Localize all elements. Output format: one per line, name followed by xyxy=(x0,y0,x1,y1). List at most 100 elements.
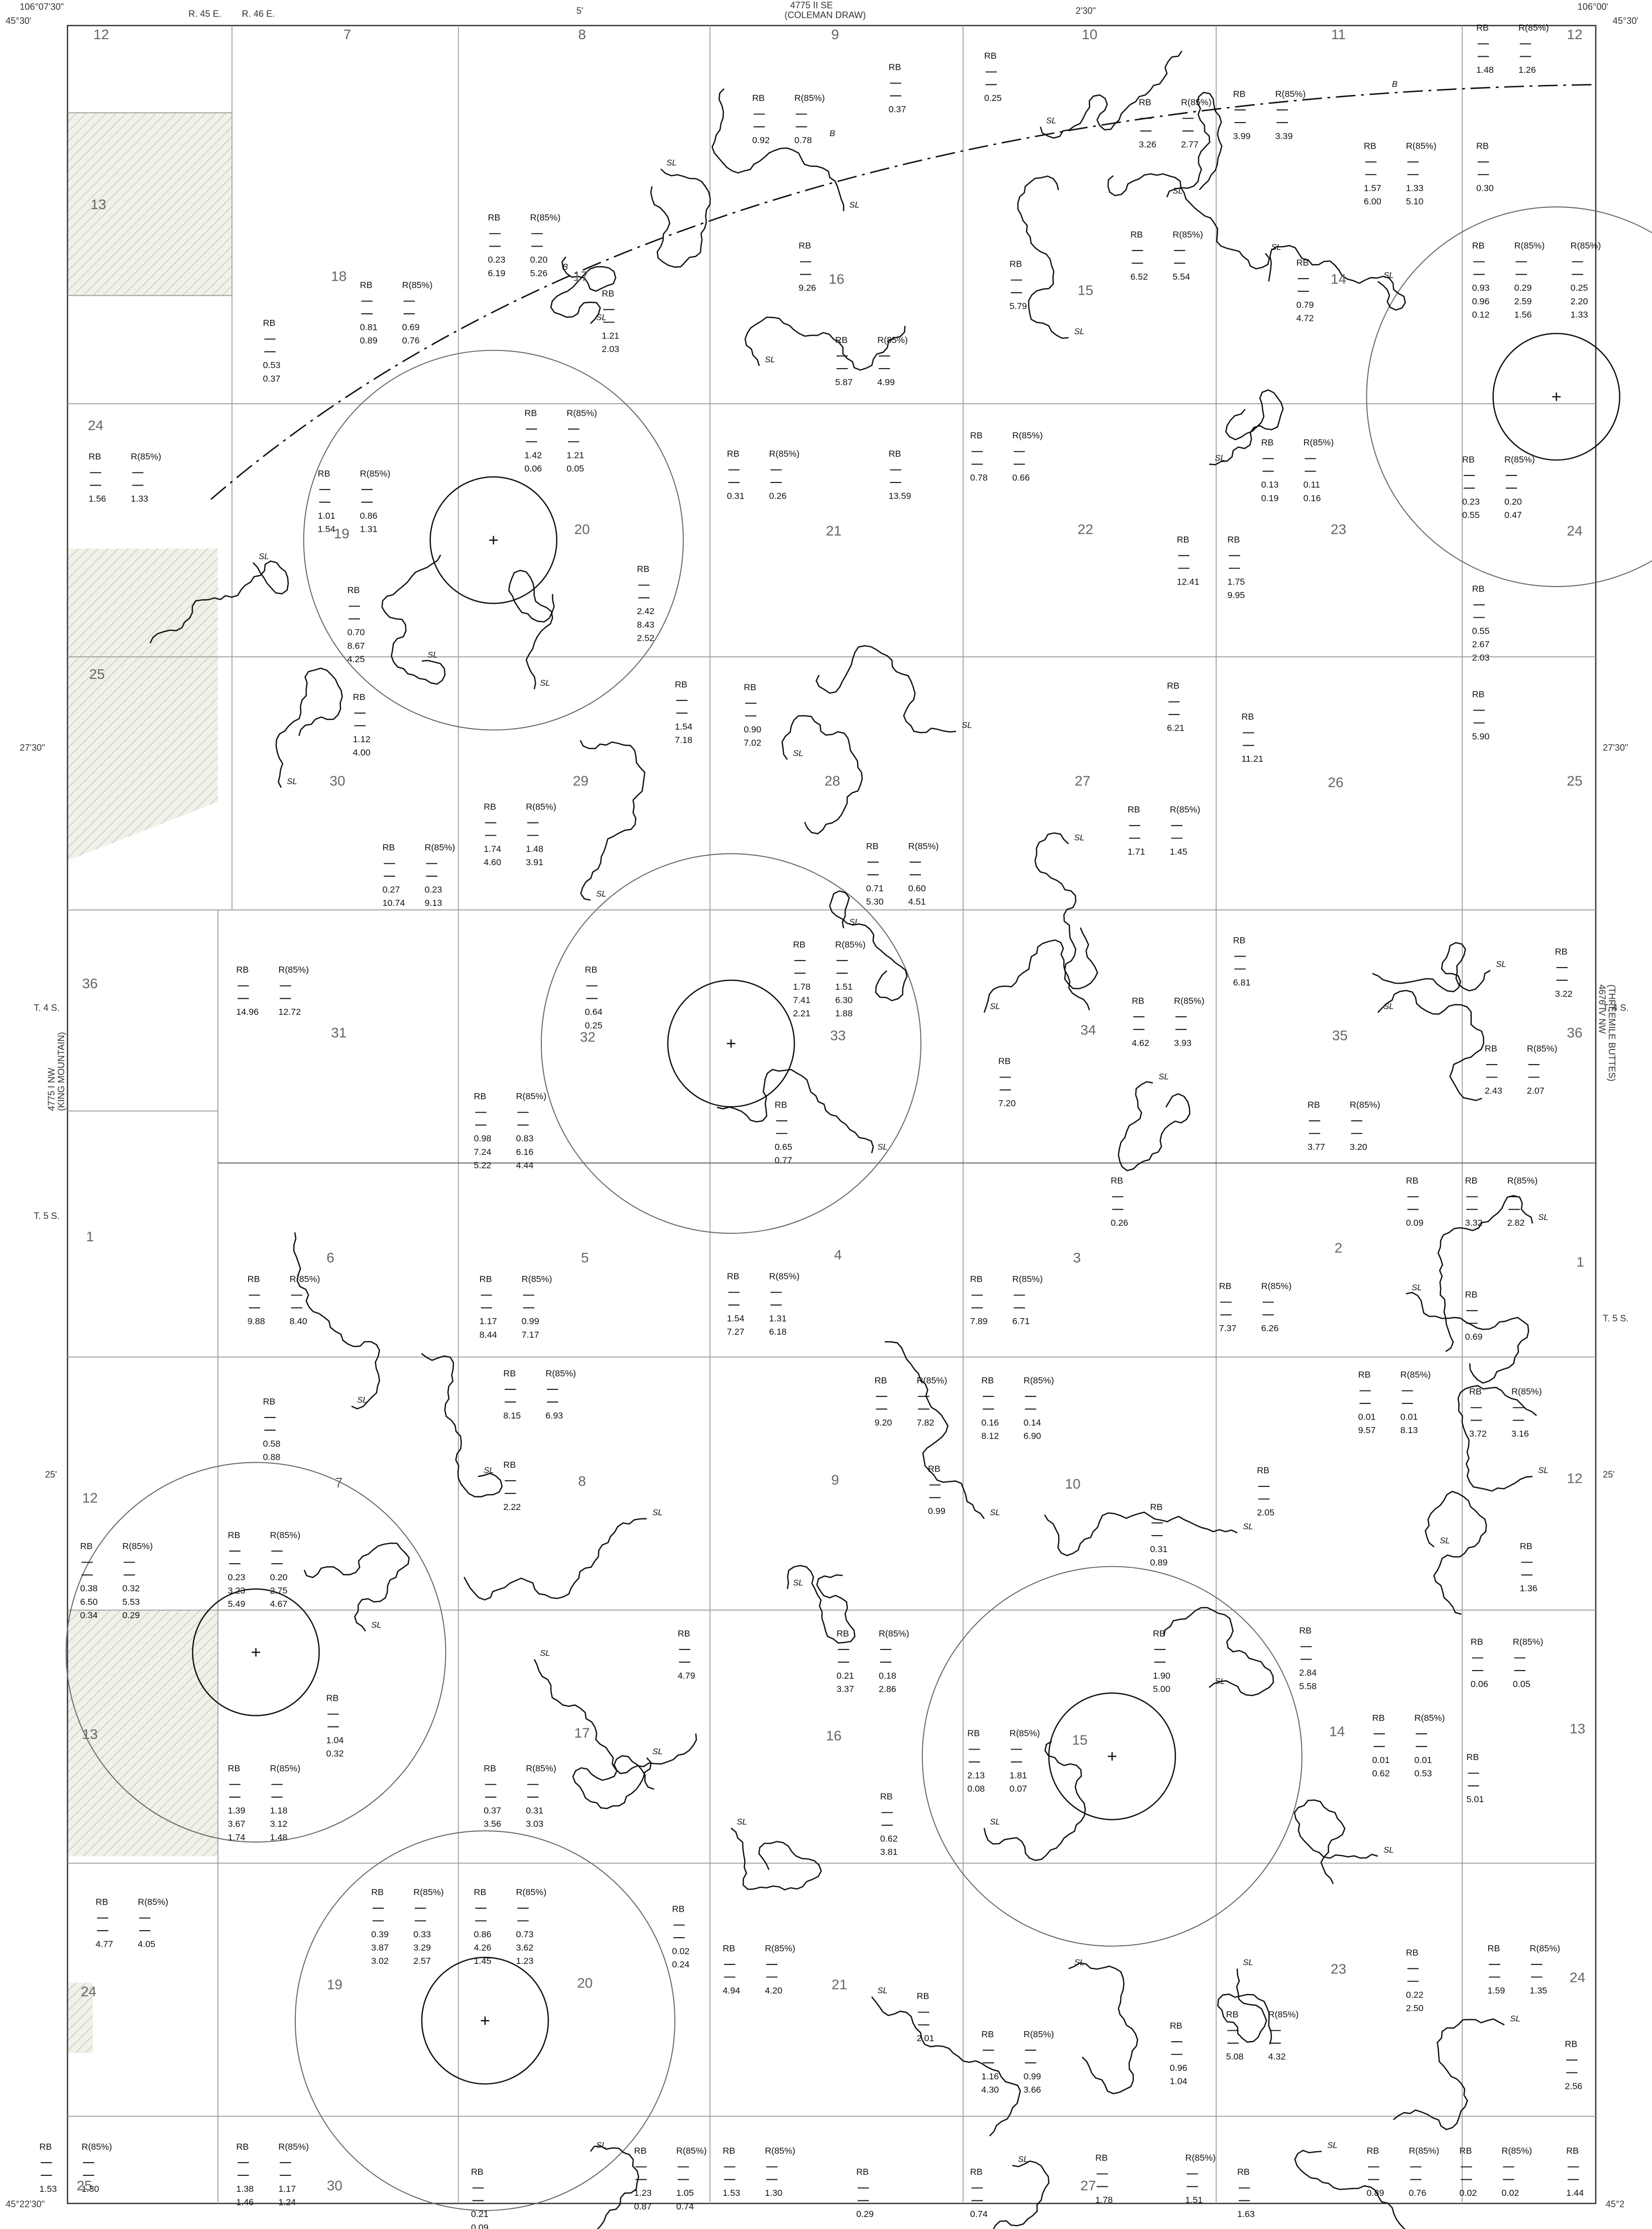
value: 0.99 xyxy=(522,1316,539,1326)
value: 0.18 xyxy=(879,1671,896,1681)
value-block: RB 0.53 0.37 xyxy=(263,318,281,384)
scarp-symbol: SL xyxy=(1172,186,1183,196)
boundary-symbol: B xyxy=(830,129,835,138)
value: 0.09 xyxy=(471,2222,489,2229)
section-number: 2 xyxy=(1335,1240,1343,1255)
value-block: RB 0.06 R(85%) 0.05 xyxy=(1471,1637,1544,1689)
scarp-symbol: SL xyxy=(1510,2014,1520,2024)
section-number: 10 xyxy=(1082,27,1097,42)
value: 7.82 xyxy=(917,1418,934,1428)
margin-label: T. 4 S. xyxy=(34,1003,60,1013)
scarp-line xyxy=(786,1565,856,1644)
value: 3.12 xyxy=(270,1819,288,1829)
scarp-line xyxy=(1372,942,1491,993)
value-block: RB 1.21 2.03 xyxy=(602,288,619,354)
margin-label: 4775 I NW xyxy=(46,1068,56,1111)
column-header: RB xyxy=(228,1530,241,1540)
scarp-symbol: SL xyxy=(1383,1845,1394,1855)
value: 5.01 xyxy=(1466,1794,1484,1804)
column-header: R(85%) xyxy=(522,1274,552,1284)
section-number: 1 xyxy=(1576,1254,1584,1269)
section-number: 28 xyxy=(824,773,840,789)
value: 1.44 xyxy=(1566,2188,1584,2198)
value: 5.22 xyxy=(474,1160,492,1170)
value-block: RB 1.90 5.00 xyxy=(1153,1628,1170,1694)
column-header: R(85%) xyxy=(1009,1728,1040,1738)
section-number: 32 xyxy=(580,1029,596,1044)
scarp-line xyxy=(1044,1511,1238,1557)
column-header: RB xyxy=(752,93,765,103)
value-block: RB 1.16 4.30 R(85%) 0.99 3.66 xyxy=(981,2029,1054,2095)
margin-label: 25' xyxy=(45,1470,57,1480)
section-number: 19 xyxy=(327,1976,342,1992)
column-header: R(85%) xyxy=(1511,1386,1542,1396)
scarp-line xyxy=(993,2160,1050,2229)
column-header: RB xyxy=(1566,2146,1579,2156)
column-header: RB xyxy=(1459,2146,1472,2156)
value: 8.67 xyxy=(347,641,365,651)
column-header: RB xyxy=(602,288,614,298)
value-block: RB 5.87 R(85%) 4.99 xyxy=(835,335,908,387)
value-block: RB 0.30 xyxy=(1476,141,1494,193)
value: 1.56 xyxy=(1514,309,1532,319)
value: 1.05 xyxy=(676,2188,694,2198)
column-header: RB xyxy=(775,1100,787,1110)
column-header: RB xyxy=(1358,1370,1371,1380)
scarp-symbol: SL xyxy=(1074,327,1085,336)
value: 6.90 xyxy=(1023,1431,1041,1441)
value: 6.71 xyxy=(1012,1316,1030,1326)
scarp-line xyxy=(533,1659,697,1775)
value-block: RB 1.38 1.46 R(85%) 1.17 1.24 xyxy=(236,2142,309,2207)
column-header: RB xyxy=(1372,1713,1385,1723)
scarp-symbol: SL xyxy=(540,1649,550,1658)
value: 5.87 xyxy=(835,377,853,387)
value-block: RB 1.63 xyxy=(1237,2167,1255,2219)
value: 1.01 xyxy=(318,511,335,521)
value: 12.72 xyxy=(278,1007,301,1017)
scarp-symbol: SL xyxy=(1411,1283,1422,1293)
value: 1.17 xyxy=(480,1316,497,1326)
column-header: RB xyxy=(1299,1625,1312,1635)
column-header: RB xyxy=(1487,1943,1500,1953)
value-block: RB 2.05 xyxy=(1257,1465,1274,1517)
section-number: 12 xyxy=(1567,1470,1582,1486)
value: 0.20 xyxy=(1504,497,1522,507)
scarp-symbol: SL xyxy=(1074,833,1085,843)
value: 2.07 xyxy=(1527,1086,1545,1096)
value-block: RB 3.99 R(85%) 3.39 xyxy=(1233,89,1306,141)
value: 4.32 xyxy=(1268,2052,1286,2062)
value: 4.20 xyxy=(765,1985,782,1996)
column-header: R(85%) xyxy=(81,2142,112,2152)
value: 3.99 xyxy=(1233,131,1251,141)
column-header: RB xyxy=(228,1764,241,1774)
column-header: R(85%) xyxy=(530,212,561,222)
section-number: 31 xyxy=(331,1025,346,1040)
value: 0.86 xyxy=(474,1929,492,1939)
value: 0.37 xyxy=(484,1806,501,1816)
value: 3.56 xyxy=(484,1819,501,1829)
value-block: RB 4.79 xyxy=(678,1628,695,1681)
section-number: 27 xyxy=(1075,773,1090,789)
scarp-line xyxy=(149,560,289,644)
section-number: 8 xyxy=(578,1473,586,1489)
section-number: 21 xyxy=(832,1976,847,1992)
column-header: RB xyxy=(80,1541,93,1551)
section-number: 13 xyxy=(90,197,106,212)
value: 3.03 xyxy=(526,1819,543,1829)
value-block: RB 5.79 xyxy=(1009,259,1027,311)
value-block: RB 14.96 R(85%) 12.72 xyxy=(236,965,309,1017)
scarp-line xyxy=(983,927,1099,1013)
column-header: RB xyxy=(1465,1289,1478,1300)
value: 1.74 xyxy=(484,844,501,854)
value: 0.25 xyxy=(585,1020,603,1030)
value: 0.55 xyxy=(1462,510,1480,520)
column-header: RB xyxy=(347,585,360,595)
value: 12.41 xyxy=(1177,576,1200,586)
scarp-line xyxy=(508,569,555,689)
scarp-symbol: SL xyxy=(540,678,550,688)
value-block: RB 0.62 3.81 xyxy=(880,1792,898,1857)
column-header: RB xyxy=(484,1764,496,1774)
column-header: RB xyxy=(1150,1502,1162,1512)
scarp-symbol: SL xyxy=(1327,2141,1338,2150)
